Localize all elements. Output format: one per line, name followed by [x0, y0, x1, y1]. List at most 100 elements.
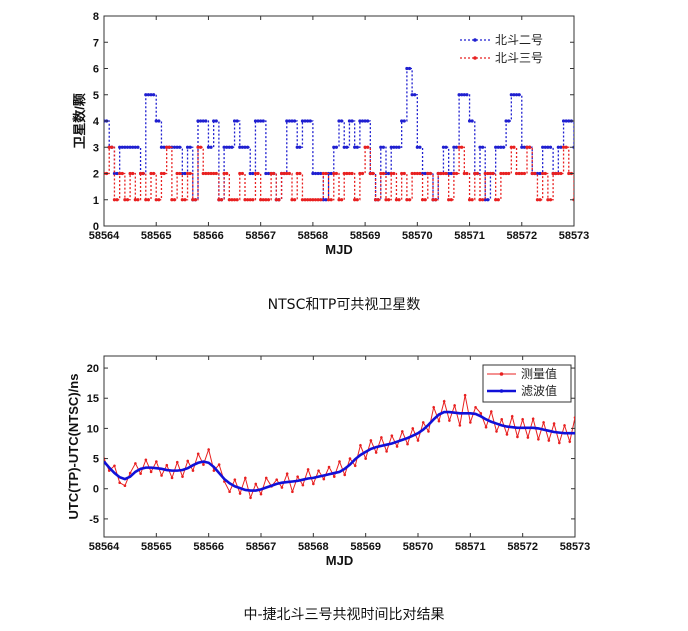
- data-point: [381, 145, 385, 149]
- x-tick-label: 58573: [559, 230, 590, 242]
- data-point: [274, 198, 278, 202]
- data-point: [387, 171, 391, 176]
- data-point: [347, 119, 352, 123]
- data-point: [432, 405, 436, 409]
- data-point: [546, 145, 550, 149]
- data-point: [300, 198, 305, 202]
- data-point: [290, 198, 294, 202]
- data-point: [428, 171, 432, 176]
- data-point: [162, 171, 166, 176]
- data-point: [149, 171, 153, 176]
- data-point: [154, 198, 158, 202]
- data-point: [222, 145, 226, 149]
- data-point: [133, 145, 137, 149]
- data-point: [207, 448, 210, 451]
- data-point: [369, 439, 373, 442]
- data-point: [481, 198, 485, 202]
- data-point: [131, 145, 135, 149]
- data-point: [175, 145, 179, 149]
- data-point: [199, 145, 203, 149]
- data-point: [212, 469, 216, 472]
- legend-marker: [473, 38, 477, 42]
- data-point: [483, 198, 487, 202]
- data-point: [421, 421, 425, 424]
- data-point: [501, 145, 506, 149]
- data-point: [186, 459, 190, 463]
- data-point: [462, 171, 466, 176]
- data-point: [452, 171, 456, 176]
- data-point: [474, 405, 477, 409]
- data-point: [312, 482, 315, 486]
- data-point: [483, 171, 487, 176]
- data-point: [561, 119, 566, 123]
- data-point: [517, 93, 521, 97]
- data-point: [479, 412, 483, 415]
- data-point: [402, 119, 406, 123]
- data-point: [452, 145, 456, 149]
- data-point: [243, 145, 247, 149]
- data-point: [300, 119, 305, 123]
- x-axis-label: MJD: [325, 242, 352, 257]
- data-point: [410, 171, 414, 176]
- y-tick-label: 7: [93, 37, 99, 49]
- data-point: [366, 145, 370, 149]
- data-point: [559, 145, 563, 149]
- data-point: [460, 145, 464, 149]
- data-point: [406, 442, 409, 446]
- data-point: [376, 198, 380, 202]
- data-point: [178, 145, 182, 149]
- data-point: [394, 198, 399, 202]
- data-point: [543, 145, 547, 149]
- data-point: [251, 198, 255, 202]
- data-point: [392, 145, 396, 149]
- data-point: [558, 441, 561, 445]
- chart-1: 58564 58565 58566 58567 58568 58569 58570 58571…: [72, 11, 589, 257]
- data-point: [552, 422, 556, 425]
- data-point: [329, 171, 333, 176]
- data-point: [193, 198, 197, 202]
- x-tick-label: 58572: [506, 230, 537, 242]
- x-tick-label: 58566: [193, 541, 224, 553]
- x-tick-label: 58569: [350, 230, 381, 242]
- data-point: [363, 119, 367, 123]
- data-point: [196, 145, 200, 149]
- data-point: [360, 119, 365, 123]
- data-point: [389, 171, 393, 176]
- caption-2: 中-捷北斗三号共视时间比对结果: [243, 607, 444, 623]
- data-point: [514, 171, 519, 176]
- data-point: [559, 171, 563, 176]
- data-point: [293, 119, 297, 123]
- data-point: [564, 119, 568, 123]
- data-point: [217, 463, 221, 466]
- data-point: [115, 171, 119, 176]
- data-point: [306, 198, 310, 202]
- data-point: [107, 145, 111, 149]
- data-point: [125, 198, 130, 202]
- data-point: [353, 145, 357, 149]
- caption-1: NTSC和TP可共视卫星数: [268, 297, 421, 313]
- y-tick-label: 1: [93, 195, 99, 207]
- data-point: [266, 171, 271, 176]
- data-point: [183, 171, 187, 176]
- data-point: [494, 145, 498, 149]
- data-point: [420, 171, 425, 176]
- data-point: [155, 460, 158, 463]
- data-point: [253, 119, 258, 123]
- data-point: [516, 435, 519, 439]
- x-tick-label: 58566: [193, 230, 224, 242]
- y-tick-label: 20: [87, 363, 99, 375]
- data-point: [157, 119, 161, 123]
- data-point: [463, 393, 467, 397]
- data-point: [345, 171, 349, 176]
- data-point: [520, 145, 524, 149]
- data-point: [510, 415, 514, 418]
- data-point: [217, 198, 221, 202]
- data-point: [275, 478, 279, 481]
- data-point: [206, 145, 211, 149]
- data-point: [405, 66, 409, 71]
- data-point: [501, 171, 506, 176]
- data-point: [285, 171, 289, 176]
- data-point: [115, 198, 119, 202]
- data-point: [407, 198, 412, 202]
